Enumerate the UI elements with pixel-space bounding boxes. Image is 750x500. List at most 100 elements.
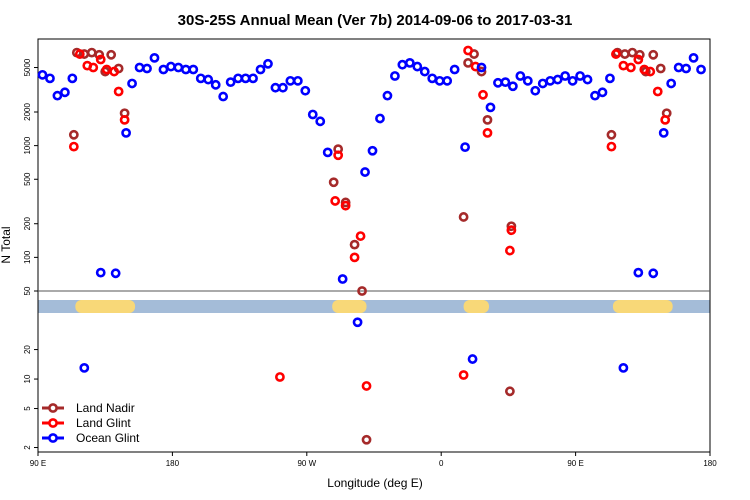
data-point xyxy=(552,74,563,85)
data-point xyxy=(507,81,518,92)
data-point xyxy=(500,77,511,88)
data-point xyxy=(645,66,656,77)
data-point xyxy=(109,66,120,77)
x-tick-label: 180 xyxy=(703,459,717,468)
data-point xyxy=(95,54,106,65)
data-point xyxy=(300,85,311,96)
data-point xyxy=(597,87,608,98)
data-point xyxy=(95,267,106,278)
data-point xyxy=(106,49,117,60)
x-tick-label: 180 xyxy=(166,459,180,468)
y-tick-label: 20 xyxy=(23,345,32,354)
data-point xyxy=(94,49,105,60)
y-axis-label: N Total xyxy=(0,226,13,263)
data-point xyxy=(482,114,493,125)
data-point xyxy=(412,61,423,72)
data-point xyxy=(606,141,617,152)
series-land-glint xyxy=(68,45,671,391)
data-point xyxy=(619,49,630,59)
data-point xyxy=(355,231,366,241)
legend-swatch-marker xyxy=(48,433,58,443)
data-point xyxy=(270,82,281,93)
data-point xyxy=(218,91,229,102)
data-point xyxy=(658,127,669,138)
y-tick-label: 50 xyxy=(23,286,32,295)
data-point xyxy=(68,129,79,140)
plot-border xyxy=(37,38,711,453)
data-point xyxy=(575,71,585,81)
data-point xyxy=(545,75,556,86)
data-points xyxy=(37,45,706,445)
data-point xyxy=(627,47,638,58)
axis-ticks: 90 E 180 90 W 0 90 E 180 50 100 200 500 1000 2000 50… xyxy=(23,58,717,468)
data-point xyxy=(375,113,385,124)
land-sea-bar xyxy=(38,300,710,313)
data-point xyxy=(618,362,629,373)
data-point xyxy=(582,74,593,85)
y-tick-label: 100 xyxy=(23,250,32,264)
data-point xyxy=(390,71,400,81)
data-point xyxy=(330,196,341,206)
x-tick-label: 90 E xyxy=(567,459,583,468)
data-point xyxy=(349,252,360,263)
data-point xyxy=(357,286,367,296)
data-point xyxy=(68,141,79,152)
data-point xyxy=(113,86,124,97)
data-point xyxy=(292,75,303,86)
data-point xyxy=(478,89,488,100)
data-point xyxy=(560,71,571,81)
y-tick-label: 2 xyxy=(23,445,32,450)
data-point xyxy=(322,147,333,158)
data-point xyxy=(463,45,473,56)
data-point xyxy=(666,78,677,89)
data-point xyxy=(515,71,526,81)
data-point xyxy=(530,85,541,96)
y-tick-label: 200 xyxy=(23,217,32,231)
data-point xyxy=(59,87,70,98)
data-point xyxy=(337,274,348,284)
data-point xyxy=(360,167,370,177)
data-point xyxy=(188,64,199,75)
data-point xyxy=(210,79,221,90)
data-point xyxy=(634,49,645,60)
data-point xyxy=(88,62,99,73)
data-point xyxy=(173,62,184,73)
data-point xyxy=(52,90,63,101)
data-point xyxy=(696,64,706,75)
data-point xyxy=(504,245,515,256)
x-tick-label: 90 E xyxy=(30,459,46,468)
data-point xyxy=(352,317,363,328)
y-tick-label: 2000 xyxy=(23,103,32,121)
data-point xyxy=(458,212,469,222)
data-point xyxy=(506,225,517,236)
data-point xyxy=(633,54,644,65)
x-tick-label: 90 W xyxy=(297,459,316,468)
data-point xyxy=(681,63,692,74)
data-point xyxy=(648,49,659,60)
data-point xyxy=(333,150,344,161)
data-point xyxy=(203,74,214,85)
data-point xyxy=(119,114,130,125)
data-point xyxy=(134,62,145,73)
data-point xyxy=(606,129,617,140)
x-tick-label: 0 xyxy=(439,459,444,468)
data-point xyxy=(195,73,206,84)
data-point xyxy=(67,73,78,84)
data-point xyxy=(504,386,515,397)
data-point xyxy=(449,64,460,75)
data-point xyxy=(673,62,684,73)
y-tick-label: 10 xyxy=(23,374,32,383)
series-ocean-glint xyxy=(37,52,706,373)
data-point xyxy=(149,52,160,63)
data-point xyxy=(110,268,121,279)
legend-label: Ocean Glint xyxy=(76,431,140,445)
data-point xyxy=(248,73,258,84)
data-point xyxy=(45,73,55,84)
data-point xyxy=(361,381,372,391)
data-point xyxy=(427,73,438,84)
y-tick-label: 5 xyxy=(23,406,32,411)
chart-title: 30S-25S Annual Mean (Ver 7b) 2014-09-06 … xyxy=(178,12,573,29)
data-point xyxy=(482,127,493,138)
land-segment xyxy=(332,300,367,313)
